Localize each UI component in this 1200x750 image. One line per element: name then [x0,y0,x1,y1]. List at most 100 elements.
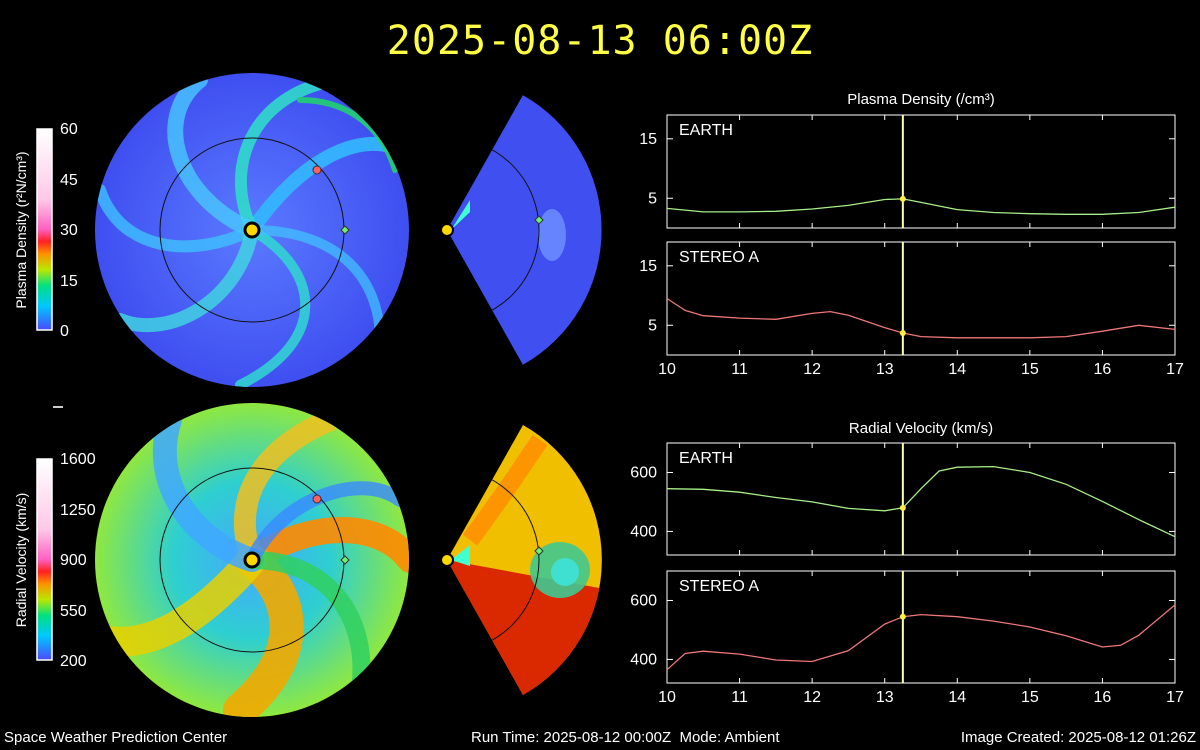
velocity-spiral-arm [239,517,409,573]
density-tick: 30 [60,222,78,239]
chart-panel: STEREO A 400 600 [630,570,1176,684]
earth-marker [534,546,544,556]
chart-panel: EARTH 5 15 [639,114,1176,229]
panel-label: EARTH [679,122,733,139]
sun-marker [440,553,454,567]
x-tick-label: 13 [876,361,894,378]
density-spiral-arm [247,225,385,345]
density-colorbar-label: Plasma Density (r²N/cm³) [13,151,29,308]
cursor-value-point [899,329,906,336]
density-colorbar-gradient [36,128,53,331]
x-tick-label: 11 [731,361,748,378]
x-tick-label: 16 [1094,689,1112,706]
y-tick-label: 400 [630,523,657,540]
x-tick-label: 14 [948,361,966,378]
velocity-spiral-arm [243,551,371,699]
velocity-tick: 900 [60,552,87,569]
stereo-a-marker [312,494,322,504]
velocity-tick: 200 [60,653,87,670]
velocity-spiral-arm [152,408,264,572]
velocity-spiral-arm [223,543,304,717]
panel-frame [666,114,1176,229]
x-tick-label: 17 [1166,361,1184,378]
chart-title: Radial Velocity (km/s) [849,420,993,437]
earth-marker [340,555,350,565]
density-colorbar: Plasma Density (r²N/cm³) 60 45 30 15 0 [13,121,78,340]
velocity-tick: 550 [60,603,87,620]
x-tick-label: 10 [658,689,676,706]
velocity-colorbar: Radial Velocity (km/s) 1600 1250 900 550… [13,451,96,670]
series-line-earth [666,198,1176,215]
footer-mode: Mode: Ambient [679,729,780,746]
density-sector-background [447,95,602,365]
density-meridional-sector [440,94,603,366]
density-tick: 45 [60,172,78,189]
panel-label: STEREO A [679,578,759,595]
velocity-ecliptic-disk [95,403,409,717]
y-tick-label: 400 [630,651,657,668]
sun-marker [440,223,454,237]
density-tick: 15 [60,273,78,290]
y-tick-label: 600 [630,592,657,609]
time-series-charts: Plasma Density (/cm³) EARTH 5 15 STEREO A 5 15… [630,91,1184,706]
density-ecliptic-disk [95,73,409,387]
earth-marker [340,225,350,235]
velocity-spiral-arm [233,409,341,571]
density-sector-feature [538,209,566,261]
chart-title: Plasma Density (/cm³) [847,91,995,108]
density-spiral-arm [235,74,346,236]
chart-panel: EARTH 400 600 [630,442,1176,556]
footer-run-time: Run Time: 2025-08-12 00:00Z [471,729,672,746]
sun-marker [243,221,261,239]
velocity-sector-feature [451,545,470,566]
panel-label: EARTH [679,450,733,467]
x-tick-label: 12 [803,361,821,378]
earth-marker [534,215,544,225]
chart-0: Plasma Density (/cm³) EARTH 5 15 STEREO A 5 15… [639,91,1184,378]
density-spiral-arm [297,97,398,173]
y-tick-label: 5 [648,190,657,207]
footer-run-info: Run Time: 2025-08-12 00:00Z Mode: Ambien… [471,729,780,746]
series-line-earth [666,465,1176,538]
velocity-colorbar-label: Radial Velocity (km/s) [13,493,29,628]
cursor-value-point [899,195,906,202]
footer-image-created: Image Created: 2025-08-12 01:26Z [960,729,1196,746]
panel-frame [666,570,1176,684]
y-tick-label: 5 [648,317,657,334]
sun-marker [243,551,261,569]
velocity-sector-feature [462,435,548,546]
velocity-colorbar-gradient [36,458,53,661]
panel-label: STEREO A [679,249,759,266]
stereo-a-marker [312,165,322,175]
chart-1: Radial Velocity (km/s)EARTH400600STEREO … [630,420,1184,706]
x-tick-label: 13 [876,689,894,706]
y-tick-label: 600 [630,464,657,481]
footer-center-name: Space Weather Prediction Center [4,729,228,746]
panel-frame [666,442,1176,556]
velocity-tick: 1600 [60,451,96,468]
x-tick-label: 12 [803,689,821,706]
velocity-tick: 1250 [60,502,96,519]
x-tick-label: 11 [731,689,748,706]
velocity-spiral-arm [245,481,407,567]
x-tick-label: 15 [1021,361,1039,378]
x-tick-label: 15 [1021,689,1039,706]
density-spiral-arm [113,223,259,333]
forecast-timestamp: 2025-08-13 06:00Z [386,18,814,64]
y-tick-label: 15 [639,131,657,148]
series-line-stereo-a [666,604,1176,671]
density-spiral-arm [95,184,258,253]
velocity-sector-feature [551,558,579,586]
chart-panel: STEREO A 5 15 [639,241,1176,356]
density-tick: 60 [60,121,78,138]
x-tick-label: 14 [948,689,966,706]
sector-orbit-ring [447,467,540,653]
cursor-value-point [899,613,906,620]
y-tick-label: 15 [639,258,657,275]
density-sector-feature [451,200,470,230]
density-sector-edge [522,94,603,366]
cursor-value-point [899,504,906,511]
sector-orbit-ring [447,137,540,323]
density-spiral-arm [167,73,260,238]
